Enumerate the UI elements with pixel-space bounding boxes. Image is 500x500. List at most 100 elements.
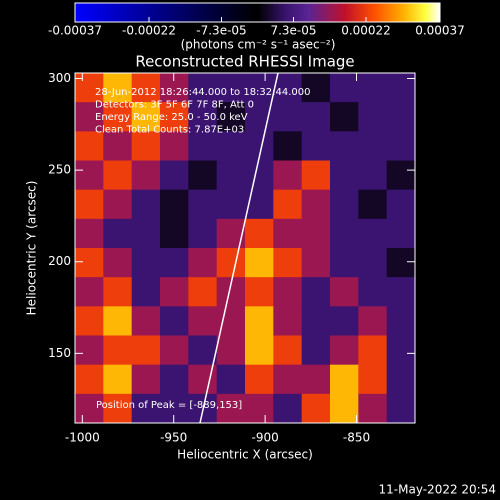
heat-cell — [386, 364, 416, 395]
heat-cell — [273, 189, 303, 220]
heat-cell — [131, 335, 161, 366]
heat-cell — [301, 306, 331, 336]
heat-cell — [131, 306, 161, 336]
heat-cell — [216, 306, 246, 336]
x-tick-label: -950 — [160, 431, 187, 445]
heat-cell — [245, 335, 274, 366]
heat-cell — [301, 277, 331, 307]
heat-cell — [301, 102, 331, 132]
colorbar — [74, 2, 441, 23]
heat-cell — [188, 189, 218, 220]
heat-cell — [273, 306, 303, 336]
heat-cell — [216, 393, 246, 424]
heat-cell — [103, 277, 133, 307]
heat-cell — [330, 131, 359, 161]
heat-cell — [245, 364, 274, 395]
colorbar-tick-label: -0.00022 — [122, 24, 176, 38]
heat-cell — [301, 335, 331, 366]
heat-cell — [386, 73, 416, 103]
heat-cell — [273, 335, 303, 366]
heat-cell — [131, 73, 161, 103]
heat-cell — [386, 131, 416, 161]
heat-cell — [188, 277, 218, 307]
heat-cell — [103, 364, 133, 395]
heat-cell — [188, 248, 218, 278]
footer: 11-May-2022 20:54 — [379, 483, 496, 497]
colorbar-tick-label: 7.3e-05 — [270, 24, 316, 38]
heat-cell — [103, 306, 133, 336]
heat-cell — [358, 189, 388, 220]
y-tick-label: 250 — [48, 163, 71, 177]
heat-cell — [75, 218, 104, 249]
heat-cell — [216, 364, 246, 395]
heat-cell — [160, 131, 189, 161]
heat-cell — [301, 393, 331, 424]
heat-cell — [160, 364, 189, 395]
heat-cell — [75, 248, 104, 278]
heat-cell — [75, 189, 104, 220]
heat-cell — [330, 277, 359, 307]
colorbar-tick-label: 0.00037 — [415, 24, 465, 38]
heat-cell — [273, 248, 303, 278]
heat-cell — [245, 306, 274, 336]
heat-cell — [301, 131, 331, 161]
heat-cell — [386, 306, 416, 336]
heat-cell — [330, 189, 359, 220]
heat-cell — [358, 277, 388, 307]
heat-cell — [160, 189, 189, 220]
heat-cell — [273, 277, 303, 307]
heat-cell — [273, 160, 303, 191]
heat-cell — [188, 364, 218, 395]
y-tick-label: 150 — [48, 346, 71, 360]
heat-cell — [358, 393, 388, 424]
heat-cell — [103, 189, 133, 220]
heat-cell — [358, 248, 388, 278]
annotation: Detectors: 3F 5F 6F 7F 8F, Att 0 — [95, 100, 254, 111]
heat-cell — [131, 277, 161, 307]
heat-cell — [75, 73, 104, 103]
heat-cell — [103, 160, 133, 191]
heat-cell — [386, 393, 416, 424]
heat-cell — [131, 189, 161, 220]
heat-cell — [386, 277, 416, 307]
heat-cell — [75, 364, 104, 395]
heat-cell — [216, 189, 246, 220]
heat-cell — [103, 335, 133, 366]
heat-cell — [103, 393, 133, 424]
heat-cell — [386, 189, 416, 220]
heat-cell — [273, 131, 303, 161]
heat-cell — [358, 306, 388, 336]
heat-cell — [245, 189, 274, 220]
heat-cell — [245, 218, 274, 249]
heat-cell — [216, 160, 246, 191]
peak-label: Position of Peak = [-889,153] — [96, 400, 242, 411]
heat-cell — [216, 102, 246, 132]
heat-cell — [188, 160, 218, 191]
heat-cell — [131, 393, 161, 424]
heat-cell — [358, 335, 388, 366]
colorbar-tick-label: -0.00037 — [48, 24, 102, 38]
heat-cell — [330, 393, 359, 424]
heat-cell — [188, 335, 218, 366]
annotation: Energy Range: 25.0 - 50.0 keV — [95, 112, 248, 123]
heat-cell — [216, 335, 246, 366]
heat-cell — [273, 364, 303, 395]
x-tick-label: -1000 — [65, 431, 100, 445]
heat-cell — [273, 393, 303, 424]
heat-cell — [301, 73, 331, 103]
heat-cell — [330, 218, 359, 249]
heat-cell — [160, 335, 189, 366]
heat-cell — [75, 335, 104, 366]
heat-cell — [160, 306, 189, 336]
x-tick-label: -900 — [251, 431, 278, 445]
heat-cell — [216, 131, 246, 161]
heat-cell — [358, 131, 388, 161]
heat-cell — [160, 248, 189, 278]
heat-cell — [330, 73, 359, 103]
y-axis-label: Heliocentric Y (arcsec) — [25, 181, 39, 316]
heat-cell — [358, 218, 388, 249]
heat-cell — [75, 306, 104, 336]
annotation: Clean Total Counts: 7.87E+03 — [95, 125, 244, 136]
